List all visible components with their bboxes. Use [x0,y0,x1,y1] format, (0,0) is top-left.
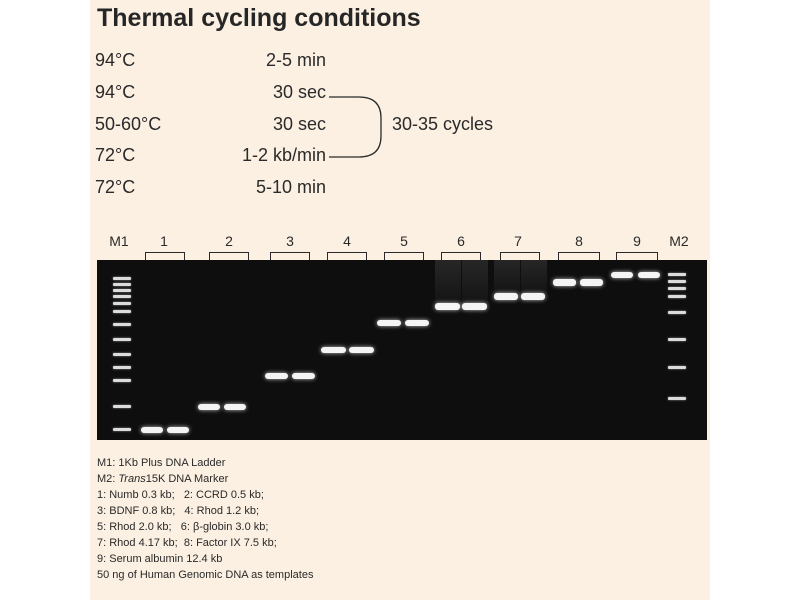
lane-label-2: 2 [225,233,233,249]
band-lane-3 [292,373,315,379]
ladder-band [668,338,686,341]
legend-line: 3: BDNF 0.8 kb; 4: Rhod 1.2 kb; [97,505,260,517]
band-lane-1 [141,427,163,433]
condition-time: 1-2 kb/min [241,145,326,165]
gel-image [97,260,707,440]
lane-smear-6 [435,260,461,306]
band-lane-8 [580,279,603,286]
ladder-band [668,280,686,283]
legend-line: 50 ng of Human Genomic DNA as templates [97,569,314,581]
legend-line: 1: Numb 0.3 kb; 2: CCRD 0.5 kb; [97,489,264,501]
lane-bracket-9 [616,252,658,261]
band-lane-5 [405,320,429,326]
band-lane-9 [611,272,633,278]
condition-temp: 94°C [95,82,136,102]
lane-label-9: 9 [633,233,641,249]
ladder-band [668,295,686,298]
band-lane-6 [435,303,460,310]
ladder-band [113,289,131,292]
ladder-band [668,287,686,290]
band-lane-4 [349,347,374,353]
lane-bracket-8 [558,252,600,261]
lane-bracket-4 [327,252,367,261]
ladder-band [113,379,131,382]
lane-bracket-3 [270,252,310,261]
lane-label-6: 6 [457,233,465,249]
legend-line: 7: Rhod 4.17 kb; 8: Factor IX 7.5 kb; [97,537,277,549]
ladder-band [668,366,686,369]
ladder-band [668,273,686,276]
lane-label-7: 7 [514,233,522,249]
band-lane-2 [224,404,246,410]
lane-label-3: 3 [286,233,294,249]
lane-label-m2: M2 [669,233,689,249]
legend-line: 9: Serum albumin 12.4 kb [97,553,223,565]
ladder-band [113,283,131,286]
condition-temp: 72°C [95,145,136,165]
ladder-band [113,323,131,326]
lane-smear-7 [494,260,520,295]
condition-temp: 94°C [95,50,136,70]
ladder-band [113,428,131,431]
band-lane-9 [638,272,660,278]
lane-bracket-6 [441,252,481,261]
lane-label-8: 8 [575,233,583,249]
condition-time: 30 sec [272,114,326,134]
band-lane-7 [521,293,545,300]
ladder-band [668,311,686,314]
lane-bracket-1 [145,252,185,261]
ladder-band [113,338,131,341]
ladder-band [113,295,131,298]
condition-time: 2-5 min [265,50,326,70]
ladder-band [113,302,131,305]
condition-temp: 50-60°C [95,114,162,134]
band-lane-5 [377,320,401,326]
lane-label-1: 1 [160,233,168,249]
legend-line: 5: Rhod 2.0 kb; 6: β-globin 3.0 kb; [97,521,269,533]
lane-bracket-2 [209,252,249,261]
lane-smear-6 [462,260,488,306]
band-lane-8 [553,279,576,286]
lane-label-m1: M1 [109,233,129,249]
ladder-band [113,310,131,313]
band-lane-3 [265,373,288,379]
lane-label-5: 5 [400,233,408,249]
cycle-brace [329,96,382,158]
cycles-label: 30-35 cycles [392,114,494,134]
ladder-band [113,277,131,280]
ladder-band [668,397,686,400]
lane-smear-7 [521,260,547,295]
band-lane-1 [167,427,189,433]
legend-line-m2: M2: Trans15K DNA Marker [97,473,229,485]
lane-bracket-7 [500,252,540,261]
lane-bracket-5 [384,252,424,261]
ladder-band [113,366,131,369]
page-title: Thermal cycling conditions [97,4,421,32]
condition-temp: 72°C [95,177,136,197]
lane-label-4: 4 [343,233,351,249]
band-lane-6 [462,303,487,310]
condition-time: 5-10 min [255,177,326,197]
legend-line-m1: M1: 1Kb Plus DNA Ladder [97,457,226,469]
band-lane-4 [321,347,346,353]
band-lane-7 [494,293,518,300]
band-lane-2 [198,404,220,410]
ladder-band [113,405,131,408]
condition-time: 30 sec [272,82,326,102]
figure-legend: M1: 1Kb Plus DNA Ladder M2: Trans15K DNA… [97,455,313,583]
ladder-band [113,353,131,356]
